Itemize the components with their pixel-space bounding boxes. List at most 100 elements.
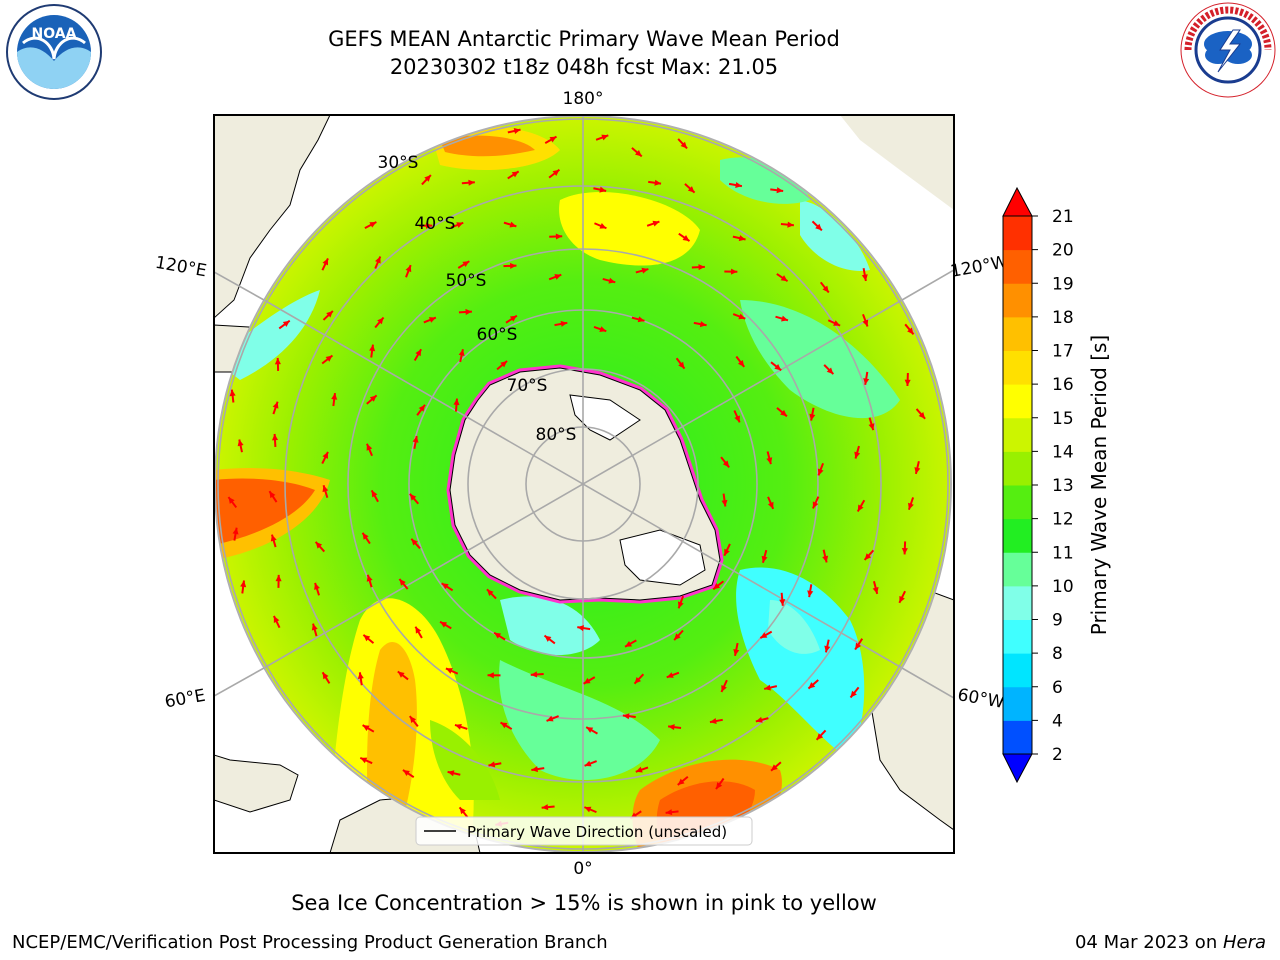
lon-label-120e: 120°E [154, 253, 208, 282]
wave-arrow-head [854, 451, 861, 459]
wave-arrow-head [737, 360, 745, 367]
wave-arrow-head [412, 436, 419, 443]
wave-arrow-head [724, 548, 730, 556]
wave-arrow-head [635, 766, 643, 773]
wave-arrow-head [377, 317, 384, 325]
wave-arrow-head [409, 716, 417, 724]
wave-arrow-head [468, 179, 475, 186]
wave-arrow-head [500, 722, 508, 729]
wave-arrow-head [366, 574, 373, 582]
wave-arrow-head [635, 149, 642, 157]
wave-arrow-head [541, 804, 549, 811]
wave-arrow-head [716, 782, 723, 790]
wave-arrow-head [698, 264, 705, 271]
wave-arrow-head [322, 485, 329, 493]
wave-arrow-head [560, 320, 568, 327]
wave-arrow-head [855, 642, 862, 650]
wave-arrow-head [415, 349, 422, 357]
wave-arrow-head [734, 415, 740, 423]
colorbar-band [1003, 585, 1032, 620]
wave-arrow-head [494, 632, 502, 639]
lat-label-40s: 40°S [415, 214, 456, 234]
wave-arrow-head [458, 349, 465, 357]
wave-arrow-head [325, 355, 333, 362]
wave-arrow-head [599, 186, 607, 193]
colorbar-band [1003, 283, 1032, 318]
wave-arrow-head [462, 261, 470, 268]
wave-arrow-head [584, 760, 592, 767]
wave-arrow-head [761, 555, 768, 563]
wave-arrow-head [674, 633, 681, 641]
wave-arrow-head [678, 361, 685, 369]
colorbar-band [1003, 451, 1032, 486]
wave-arrow-head [228, 497, 235, 504]
wave-arrow-head [487, 672, 494, 679]
colorbar-band [1003, 619, 1032, 654]
wave-arrow-head [622, 713, 630, 720]
wave-arrow-head [409, 493, 417, 501]
wave-arrow-head [822, 555, 829, 563]
colorbar-band [1003, 216, 1032, 251]
wave-arrow-head [229, 389, 236, 397]
wave-arrow-head [668, 724, 675, 731]
wave-arrow-head [776, 187, 784, 194]
footer-machine: Hera [1222, 932, 1266, 953]
wave-arrow-head [418, 404, 425, 412]
wave-arrow-head [914, 467, 921, 474]
colorbar-tick-label: 16 [1052, 375, 1074, 395]
wave-arrow-head [733, 649, 740, 656]
wave-arrow-head [459, 807, 466, 815]
sea-ice-caption: Sea Ice Concentration > 15% is shown in … [291, 891, 877, 915]
wave-arrow-head [546, 715, 554, 722]
graticule-outer [214, 269, 954, 699]
lon-label-60w: 60°W [956, 685, 1006, 713]
colorbar-tick-label: 4 [1052, 711, 1063, 731]
wave-arrow-head [861, 274, 868, 281]
wave-arrow-head [544, 635, 552, 642]
wave-arrow-head [864, 553, 872, 560]
wave-arrow-head [509, 221, 517, 228]
wave-arrow-head [405, 265, 412, 273]
colorbar-band [1003, 350, 1032, 385]
wave-arrow-head [399, 578, 406, 586]
wave-arrow-head [665, 809, 673, 816]
wave-arrow-head [240, 580, 247, 588]
wave-arrow-head [441, 583, 449, 590]
wave-arrow-head [816, 733, 824, 740]
colorbar-tick-label: 14 [1052, 442, 1074, 462]
wave-arrow-head [809, 413, 816, 421]
colorbar: 2 4 6 8 9 10 11 12 13 14 15 16 17 18 19 20 21 Primary Wa… [1002, 186, 1111, 784]
wave-arrow-head [232, 527, 239, 535]
wave-arrow-head [549, 136, 557, 143]
wave-arrow-head [402, 770, 410, 777]
wave-arrow-head [465, 308, 472, 316]
wave-arrow-head [787, 221, 794, 228]
wave-arrow-head [738, 313, 746, 320]
wave-arrow-head [599, 326, 607, 332]
colorbar-tick-label: 21 [1052, 207, 1074, 227]
colorbar-under-triangle [1002, 753, 1033, 784]
colorbar-band [1003, 485, 1032, 520]
wave-arrow-head [375, 256, 381, 264]
wave-arrow-head [270, 534, 277, 542]
wave-arrow-head [781, 315, 788, 322]
wave-arrow-head [531, 766, 539, 773]
map-frame [213, 114, 955, 854]
colorbar-band [1003, 720, 1032, 755]
wave-arrow-head [447, 770, 455, 777]
wave-arrow-head [771, 764, 778, 771]
chart-subtitle: 20230302 t18z 048h fcst Max: 21.05 [389, 55, 779, 79]
wave-arrow-head [411, 538, 418, 546]
wave-arrow-head [360, 757, 368, 764]
wave-arrow-head [500, 361, 508, 368]
colorbar-tick-label: 2 [1052, 745, 1063, 765]
wave-arrow-head [445, 668, 453, 674]
wave-arrow-head [511, 171, 519, 178]
wave-arrow-head [767, 501, 774, 509]
colorbar-tick-label: 8 [1052, 644, 1063, 664]
wave-arrow-head [625, 641, 633, 647]
wave-arrow-head [721, 684, 727, 692]
wave-arrow-head [872, 586, 879, 594]
colorbar-tick-label: 10 [1052, 577, 1074, 597]
wave-arrow-head [817, 468, 824, 476]
